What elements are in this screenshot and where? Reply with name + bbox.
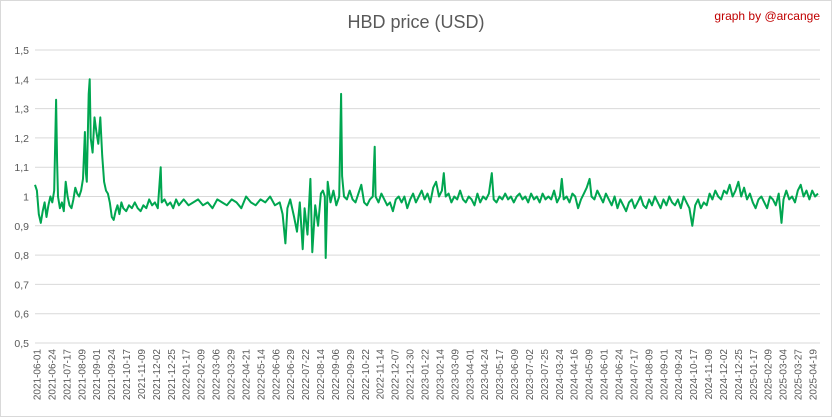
x-tick-label: 2023-06-09 xyxy=(510,349,521,401)
y-tick-label: 0,6 xyxy=(14,309,29,321)
y-tick-label: 0,9 xyxy=(14,221,29,233)
x-axis-tick-labels: 2021-06-01 2021-06-24 2021-07-17 2021-08-09… xyxy=(33,349,820,401)
x-tick-label: 2023-03-09 xyxy=(450,349,461,401)
x-tick-label: 2022-11-14 xyxy=(376,349,387,400)
x-tick-label: 2023-07-25 xyxy=(540,349,551,401)
x-tick-label: 2022-05-14 xyxy=(256,349,267,401)
x-tick-label: 2021-06-01 xyxy=(33,349,44,401)
y-tick-label: 0,8 xyxy=(14,250,29,262)
y-tick-label: 0,5 xyxy=(14,338,29,350)
x-tick-label: 2022-06-29 xyxy=(286,349,297,401)
x-tick-label: 2022-07-22 xyxy=(301,349,312,401)
x-tick-label: 2021-12-02 xyxy=(152,349,163,401)
chart-title: HBD price (USD) xyxy=(347,12,485,32)
y-tick-label: 1,4 xyxy=(14,74,29,86)
y-axis-tick-labels: 0,5 0,6 0,7 0,8 0,9 1 1,1 1,2 1,3 1,4 1,5 xyxy=(14,45,29,350)
x-tick-label: 2023-04-01 xyxy=(465,349,476,401)
x-tick-label: 2024-08-09 xyxy=(644,349,655,401)
x-tick-label: 2022-10-22 xyxy=(361,349,372,401)
y-tick-label: 1 xyxy=(23,192,29,204)
x-tick-label: 2025-03-27 xyxy=(794,349,805,401)
x-tick-label: 2024-09-24 xyxy=(674,349,685,401)
x-tick-label: 2023-04-24 xyxy=(480,349,491,401)
x-tick-label: 2021-12-25 xyxy=(167,349,178,401)
x-tick-label: 2022-09-06 xyxy=(331,349,342,401)
y-tick-label: 1,3 xyxy=(14,104,29,116)
x-tick-label: 2024-12-02 xyxy=(719,349,730,401)
x-tick-label: 2022-01-17 xyxy=(182,349,193,401)
x-tick-label: 2022-12-07 xyxy=(391,349,402,401)
x-tick-label: 2024-05-09 xyxy=(585,349,596,401)
x-tick-label: 2021-07-17 xyxy=(62,349,73,401)
x-tick-label: 2023-07-02 xyxy=(525,349,536,401)
y-tick-label: 1,2 xyxy=(14,133,29,145)
y-tick-label: 1,1 xyxy=(14,162,29,174)
x-tick-label: 2021-09-01 xyxy=(92,349,103,401)
x-tick-label: 2021-10-17 xyxy=(122,349,133,401)
x-tick-label: 2023-01-22 xyxy=(421,349,432,401)
x-tick-label: 2022-08-14 xyxy=(316,349,327,401)
hbd-price-line xyxy=(34,78,819,259)
x-tick-label: 2021-11-09 xyxy=(137,349,148,400)
y-tick-label: 1,5 xyxy=(14,45,29,57)
x-tick-label: 2023-02-14 xyxy=(435,349,446,401)
x-tick-label: 2024-10-17 xyxy=(689,349,700,401)
x-tick-label: 2021-08-09 xyxy=(77,349,88,401)
x-tick-label: 2022-09-29 xyxy=(346,349,357,401)
x-tick-label: 2021-06-24 xyxy=(47,349,58,401)
x-tick-label: 2024-03-24 xyxy=(555,349,566,401)
x-tick-label: 2024-11-09 xyxy=(704,349,715,400)
chart-credit: graph by @arcange xyxy=(714,9,820,23)
x-tick-label: 2024-04-16 xyxy=(570,349,581,401)
x-tick-label: 2024-07-17 xyxy=(629,349,640,401)
x-tick-label: 2023-05-17 xyxy=(495,349,506,401)
x-tick-label: 2022-02-09 xyxy=(197,349,208,401)
x-tick-label: 2022-03-29 xyxy=(227,349,238,401)
x-tick-label: 2022-03-06 xyxy=(212,349,223,401)
x-tick-label: 2024-12-25 xyxy=(734,349,745,401)
x-tick-label: 2025-03-04 xyxy=(779,349,790,401)
x-tick-label: 2021-09-24 xyxy=(107,349,118,401)
x-tick-label: 2022-06-06 xyxy=(271,349,282,401)
x-tick-label: 2024-09-01 xyxy=(659,349,670,401)
x-tick-label: 2022-04-21 xyxy=(241,349,252,401)
x-tick-label: 2025-04-19 xyxy=(809,349,820,401)
x-tick-label: 2025-01-17 xyxy=(749,349,760,401)
x-tick-label: 2024-06-01 xyxy=(600,349,611,401)
x-tick-label: 2024-06-24 xyxy=(615,349,626,401)
x-tick-label: 2025-02-09 xyxy=(764,349,775,401)
x-tick-label: 2022-12-30 xyxy=(406,349,417,401)
y-tick-label: 0,7 xyxy=(14,279,29,291)
gridlines xyxy=(35,49,820,344)
